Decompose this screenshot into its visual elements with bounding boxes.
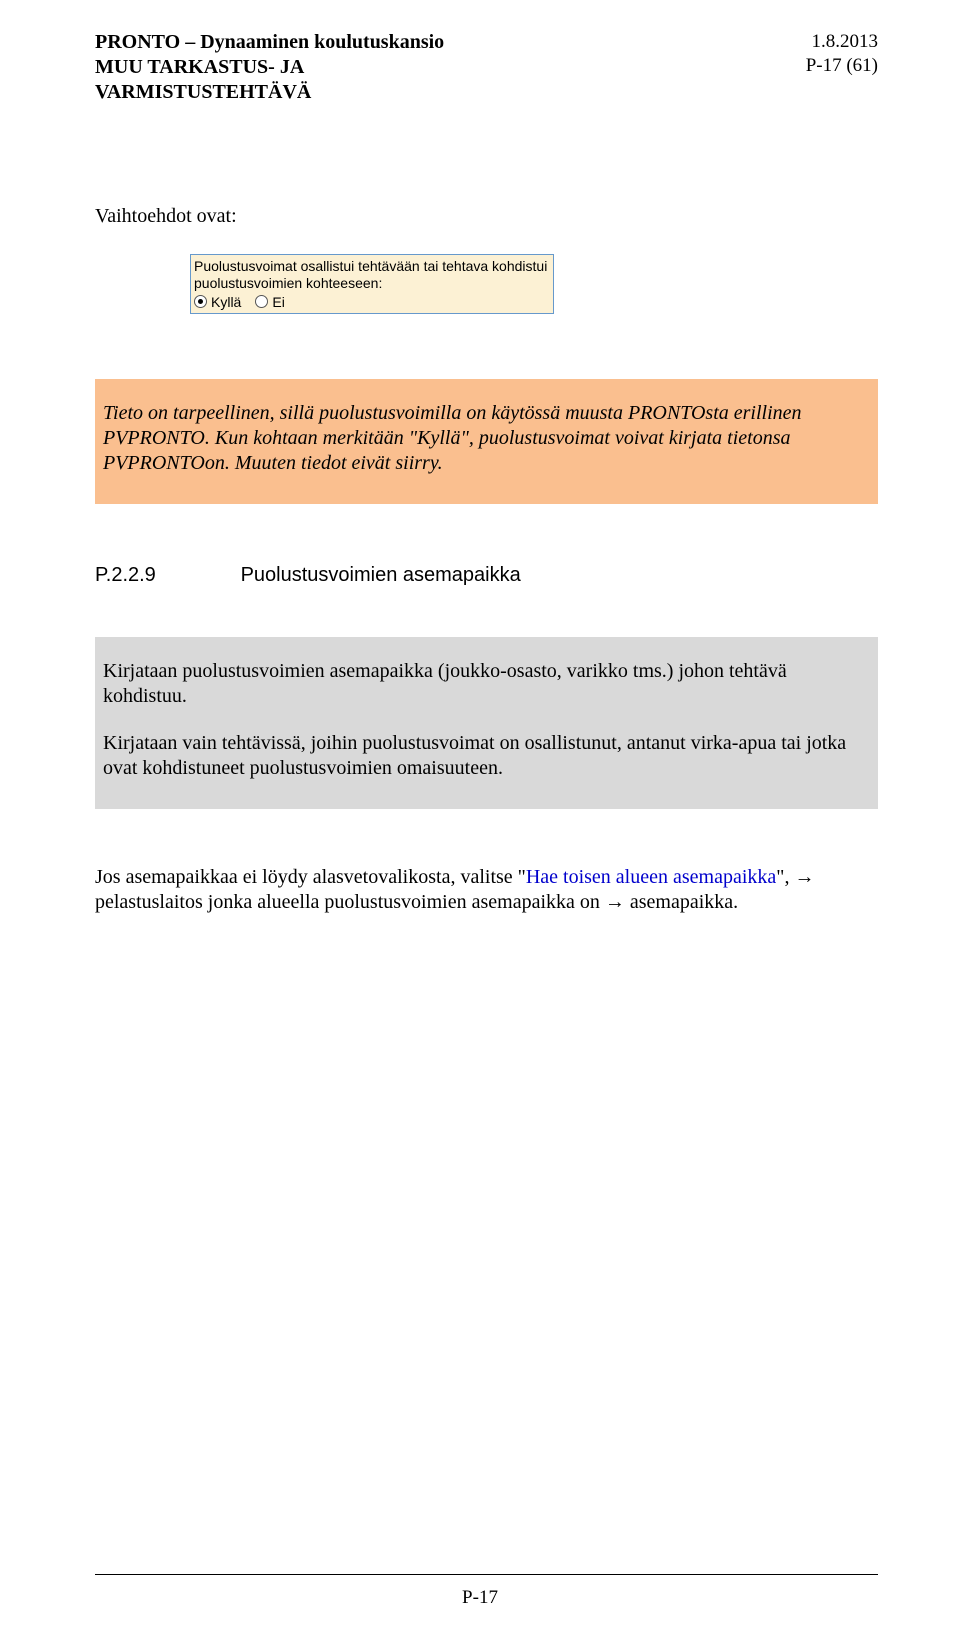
section-header: P.2.2.9 Puolustusvoimien asemapaikka — [95, 564, 878, 587]
body-prefix: Jos asemapaikkaa ei löydy alasvetovaliko… — [95, 866, 526, 888]
gray-note-para1: Kirjataan puolustusvoimien asemapaikka (… — [103, 659, 864, 709]
radio-no[interactable] — [255, 295, 268, 308]
intro-label: Vaihtoehdot ovat: — [95, 205, 878, 228]
form-question-line1: Puolustusvoimat osallistui tehtävään tai… — [194, 258, 547, 275]
radio-no-label: Ei — [272, 294, 284, 311]
radio-yes-label: Kyllä — [211, 294, 241, 311]
footer: P-17 — [0, 1574, 960, 1609]
section-title: Puolustusvoimien asemapaikka — [241, 564, 521, 586]
radio-yes[interactable] — [194, 295, 207, 308]
footer-page-number: P-17 — [0, 1587, 960, 1609]
form-box-inner: Puolustusvoimat osallistui tehtävään tai… — [190, 254, 554, 314]
form-question-line2: puolustusvoimien kohteeseen: — [194, 275, 547, 292]
header-title-line1: PRONTO – Dynaaminen koulutuskansio — [95, 30, 444, 55]
section-number: P.2.2.9 — [95, 564, 235, 587]
orange-note-text: Tieto on tarpeellinen, sillä puolustusvo… — [103, 402, 802, 474]
header-title-line3: VARMISTUSTEHTÄVÄ — [95, 80, 444, 105]
form-box: Puolustusvoimat osallistui tehtävään tai… — [190, 254, 554, 314]
gray-note-para2: Kirjataan vain tehtävissä, joihin puolus… — [103, 731, 864, 781]
orange-note-box: Tieto on tarpeellinen, sillä puolustusvo… — [95, 379, 878, 504]
link-text: Hae toisen alueen asemapaikka — [526, 866, 776, 888]
header-right: 1.8.2013 P-17 (61) — [806, 30, 878, 78]
radio-row: Kyllä Ei — [194, 294, 547, 311]
header-left: PRONTO – Dynaaminen koulutuskansio MUU T… — [95, 30, 444, 105]
form-question: Puolustusvoimat osallistui tehtävään tai… — [194, 258, 547, 292]
header-title-line2: MUU TARKASTUS- JA — [95, 55, 444, 80]
header: PRONTO – Dynaaminen koulutuskansio MUU T… — [95, 30, 878, 105]
gray-note-box: Kirjataan puolustusvoimien asemapaikka (… — [95, 637, 878, 809]
header-date: 1.8.2013 — [806, 30, 878, 54]
footer-line — [95, 1574, 878, 1575]
body-paragraph: Jos asemapaikkaa ei löydy alasvetovaliko… — [95, 865, 878, 915]
page: PRONTO – Dynaaminen koulutuskansio MUU T… — [0, 0, 960, 1649]
header-page-info: P-17 (61) — [806, 54, 878, 78]
